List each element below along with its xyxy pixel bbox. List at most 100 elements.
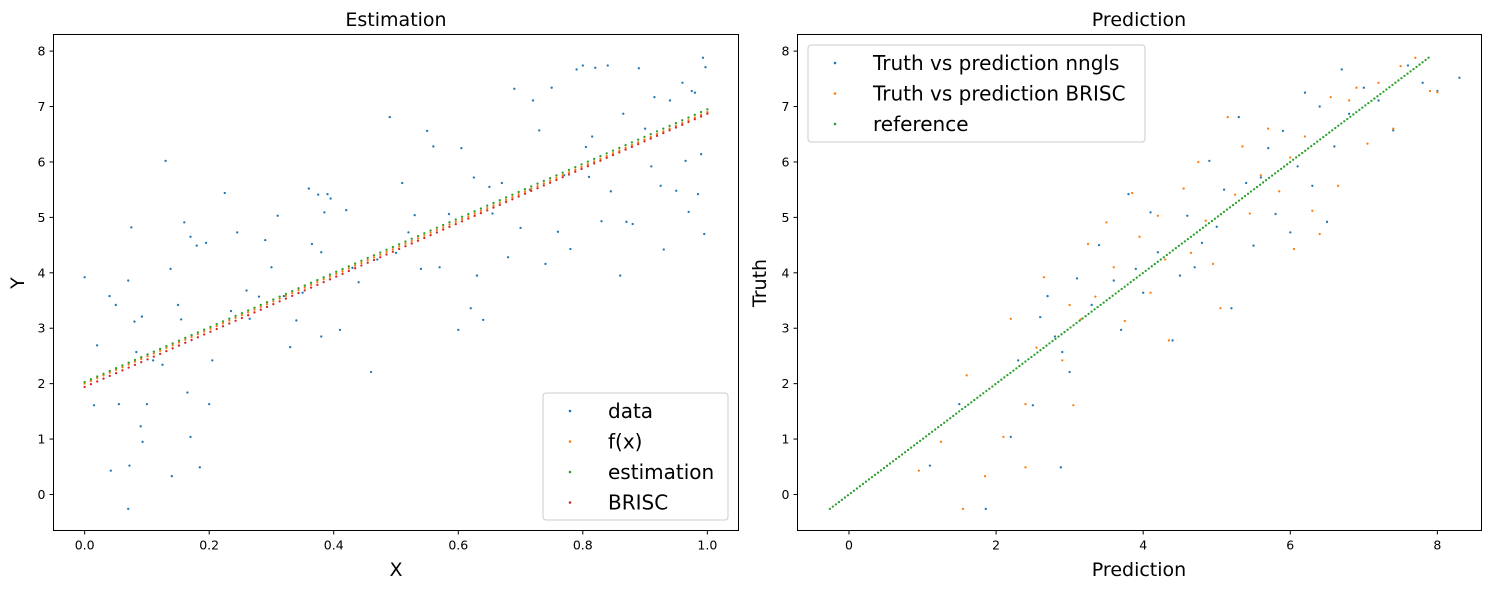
data-point [662,131,665,135]
data-point [530,189,533,193]
data-point [592,160,596,163]
data-point [189,435,192,438]
data-point [475,274,479,277]
data-point [1406,64,1410,67]
data-point [1310,145,1313,148]
data-point [467,212,470,216]
data-point [151,359,155,362]
data-point [548,179,552,182]
data-point [96,380,99,383]
data-point [1244,181,1248,185]
data-point [1120,287,1123,291]
data-point [611,153,615,157]
data-point [984,507,987,511]
data-point [1193,266,1196,269]
data-point [699,115,703,118]
data-point [619,274,622,277]
data-point [1045,344,1048,347]
data-point [1097,243,1101,247]
data-point [1090,310,1093,313]
data-point [1276,169,1280,173]
data-point [912,444,916,447]
data-point [600,220,603,223]
data-point [567,168,571,172]
legend-label: BRISC [608,491,668,515]
data-point [498,199,501,202]
data-point [460,146,463,150]
data-point [215,327,218,331]
data-point [184,336,187,340]
data-point [114,368,118,372]
data-point [662,248,665,251]
data-point [1301,151,1304,155]
data-point [1226,115,1229,119]
data-point [949,417,952,420]
legend-marker [833,122,837,126]
data-point [1081,317,1084,320]
data-point [457,328,460,332]
data-point [247,311,250,314]
data-point [1270,174,1274,177]
plot-frame-prediction [797,34,1482,531]
data-point [372,256,376,259]
data-point [297,291,300,295]
data-point [1289,156,1292,159]
data-point [184,338,187,341]
data-point [542,184,545,187]
data-point [404,240,407,243]
data-point [1313,142,1316,146]
data-point [906,448,910,452]
data-point [567,171,571,174]
data-point [1318,232,1321,236]
data-point [1400,77,1403,80]
data-point [1311,184,1314,187]
x-tick-label: 1.0 [697,538,717,553]
data-point [852,489,856,492]
data-point [320,335,323,338]
data-point [1347,99,1351,102]
data-point [1267,127,1270,130]
data-point [861,482,865,486]
data-point [353,267,357,270]
data-point [690,89,693,93]
data-point [140,356,143,359]
y-tick-label: 6 [38,154,46,169]
data-point [1230,307,1233,310]
data-point [1222,210,1226,214]
data-point [1228,206,1232,209]
data-point [1027,358,1030,361]
data-point [366,259,369,262]
data-point [955,412,958,415]
data-point [538,129,541,132]
legend-label: estimation [608,460,714,484]
data-point [190,338,193,342]
data-point [970,401,973,404]
data-point [1264,179,1268,182]
data-point [335,272,338,276]
data-point [152,350,155,353]
estimation-chart: Estimation 0.0 0.2 0.4 0.6 0.8 1.0 012345678 … [7,9,739,581]
y-tick-label: 4 [38,265,46,280]
data-point [1178,274,1182,277]
data-point [89,378,93,381]
data-point [556,230,560,233]
data-point [229,309,233,313]
data-point [674,124,678,127]
data-point [1159,258,1162,261]
data-point [581,64,584,67]
data-point [693,91,697,94]
data-point [1198,228,1202,232]
legend-prediction: Truth vs prediction nngls Truth vs predic… [807,44,1146,143]
data-point [567,173,571,176]
data-point [1418,63,1421,66]
data-point [894,457,898,461]
data-point [435,231,439,234]
y-tick-label: 5 [38,210,46,225]
data-point [247,314,250,317]
data-point [95,344,99,347]
data-point [1377,99,1380,102]
data-point [158,347,162,351]
data-point [1063,330,1066,334]
data-point [347,267,350,270]
data-point [1352,113,1355,116]
